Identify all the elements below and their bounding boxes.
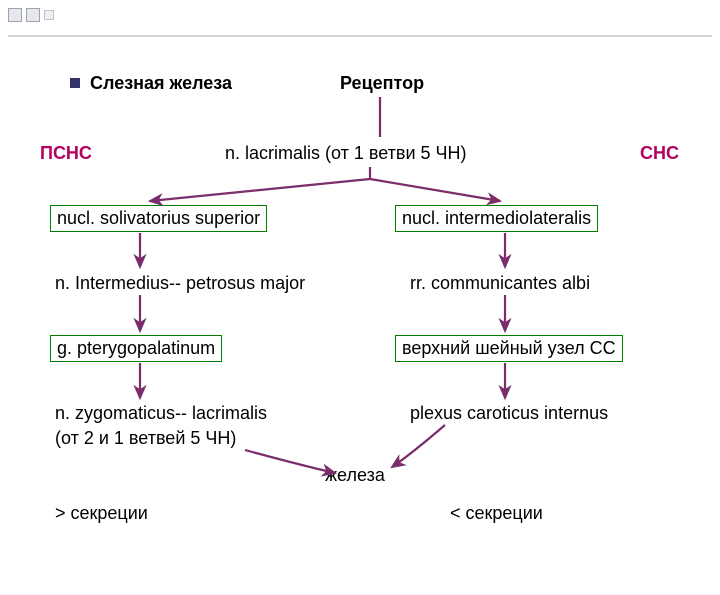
bullet-icon [70, 78, 80, 88]
right-communicantes: rr. communicantes albi [410, 273, 590, 294]
left-zygomaticus-b: (от 2 и 1 ветвей 5 ЧН) [55, 428, 236, 449]
left-box-pterygopalatinum: g. pterygopalatinum [50, 335, 222, 362]
left-secretion: > секреции [55, 503, 148, 524]
sns-label: СНС [640, 143, 679, 164]
psns-label: ПСНС [40, 143, 92, 164]
right-box-cervical: верхний шейный узел СС [395, 335, 623, 362]
decor-square [26, 8, 40, 22]
center-gland: железа [325, 465, 385, 486]
diagram-content: Слезная железа Рецептор ПСНС СНС n. lacr… [0, 55, 720, 540]
right-plexus: plexus caroticus internus [410, 403, 608, 424]
nerve-lacrimalis: n. lacrimalis (от 1 ветви 5 ЧН) [225, 143, 467, 164]
title-gland: Слезная железа [70, 73, 232, 94]
title-receptor: Рецептор [340, 73, 424, 94]
decor-square [8, 8, 22, 22]
header-decor [8, 8, 54, 22]
right-secretion: < секреции [450, 503, 543, 524]
decor-square-small [44, 10, 54, 20]
title-gland-text: Слезная железа [90, 73, 232, 93]
left-zygomaticus-a: n. zygomaticus-- lacrimalis [55, 403, 267, 424]
header-line [8, 35, 712, 37]
right-box-intermediolat: nucl. intermediolateralis [395, 205, 598, 232]
left-intermedius: n. Intermedius-- petrosus major [55, 273, 305, 294]
left-box-solivatorius: nucl. solivatorius superior [50, 205, 267, 232]
